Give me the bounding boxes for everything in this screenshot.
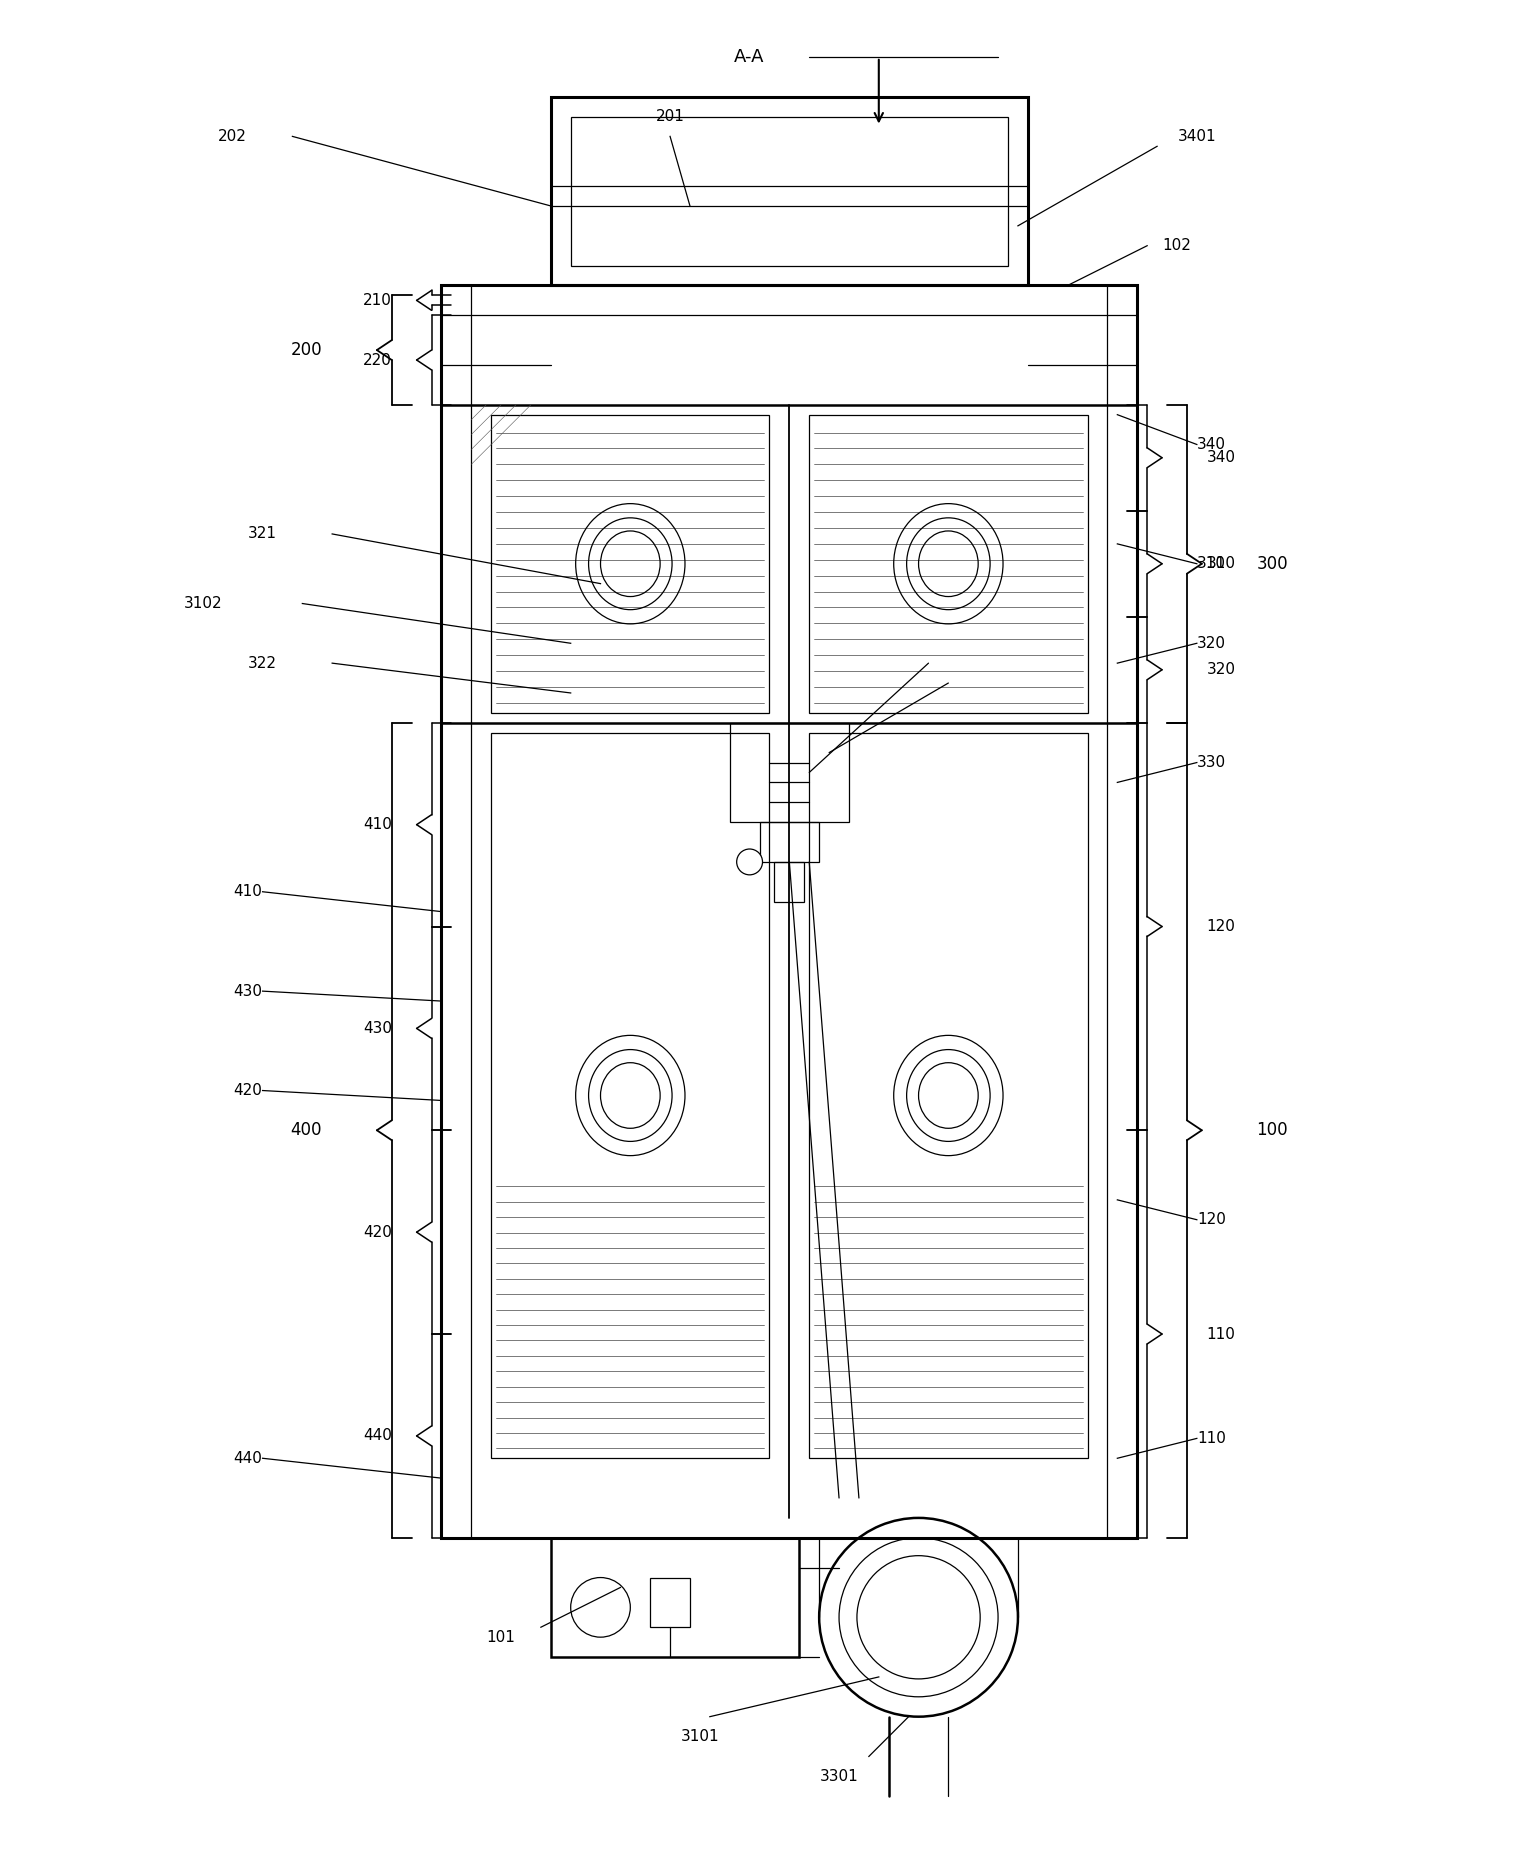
Bar [491,415,769,714]
Text: 440: 440 [362,1429,391,1444]
Text: 210: 210 [362,292,391,307]
Text: 102: 102 [1162,238,1191,253]
Text: 300: 300 [1257,555,1287,572]
Text: 430: 430 [234,984,263,999]
Text: 3101: 3101 [680,1729,719,1744]
Text: 310: 310 [1197,557,1226,572]
Text: 201: 201 [656,110,685,125]
Text: 320: 320 [1206,661,1235,678]
Text: 340: 340 [1197,438,1226,453]
Bar [550,97,1027,285]
Circle shape [737,850,763,876]
Text: A-A: A-A [734,48,764,65]
Bar [442,285,1138,1537]
Text: 120: 120 [1197,1213,1226,1228]
Bar [550,1537,800,1656]
Text: 200: 200 [291,341,323,360]
Text: 3102: 3102 [183,596,222,611]
Bar [809,415,1087,714]
Text: 330: 330 [1197,755,1226,769]
Bar [775,863,804,902]
Text: 3301: 3301 [820,1768,858,1783]
Text: 320: 320 [1197,635,1226,650]
Text: 410: 410 [234,885,263,900]
Bar [650,1578,690,1626]
Text: 420: 420 [362,1224,391,1239]
Text: 100: 100 [1257,1122,1287,1140]
Text: 3401: 3401 [1177,129,1216,143]
Bar [729,723,849,822]
Text: 410: 410 [362,818,391,833]
Text: 340: 340 [1206,451,1235,466]
Text: 440: 440 [234,1451,263,1466]
Bar [570,117,1008,266]
Bar [491,732,769,1459]
Text: 120: 120 [1206,918,1235,933]
Text: 322: 322 [248,656,277,671]
Text: 321: 321 [248,527,277,542]
Text: 220: 220 [362,352,391,367]
Text: 420: 420 [234,1082,263,1097]
Bar [760,822,820,863]
Text: 202: 202 [219,129,248,143]
Text: 110: 110 [1206,1326,1235,1341]
Text: 430: 430 [362,1021,391,1036]
Bar [809,732,1087,1459]
Text: 101: 101 [486,1630,515,1645]
Text: 400: 400 [291,1122,323,1140]
Text: 310: 310 [1206,557,1235,572]
Text: 110: 110 [1197,1431,1226,1446]
